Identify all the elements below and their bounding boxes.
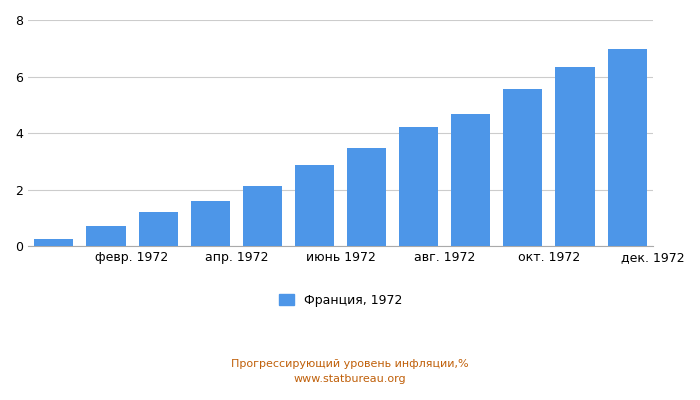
Bar [608, 49, 647, 246]
Bar [34, 239, 74, 246]
Bar [190, 201, 230, 246]
Bar [399, 127, 438, 246]
Bar [295, 165, 334, 246]
Bar [503, 88, 542, 246]
Bar [243, 186, 282, 246]
Legend: Франция, 1972: Франция, 1972 [274, 289, 407, 312]
Bar [452, 114, 490, 246]
Bar [87, 226, 125, 246]
Bar [556, 67, 594, 246]
Bar [347, 148, 386, 246]
Bar [139, 212, 178, 246]
Text: Прогрессирующий уровень инфляции,%
www.statbureau.org: Прогрессирующий уровень инфляции,% www.s… [231, 359, 469, 384]
